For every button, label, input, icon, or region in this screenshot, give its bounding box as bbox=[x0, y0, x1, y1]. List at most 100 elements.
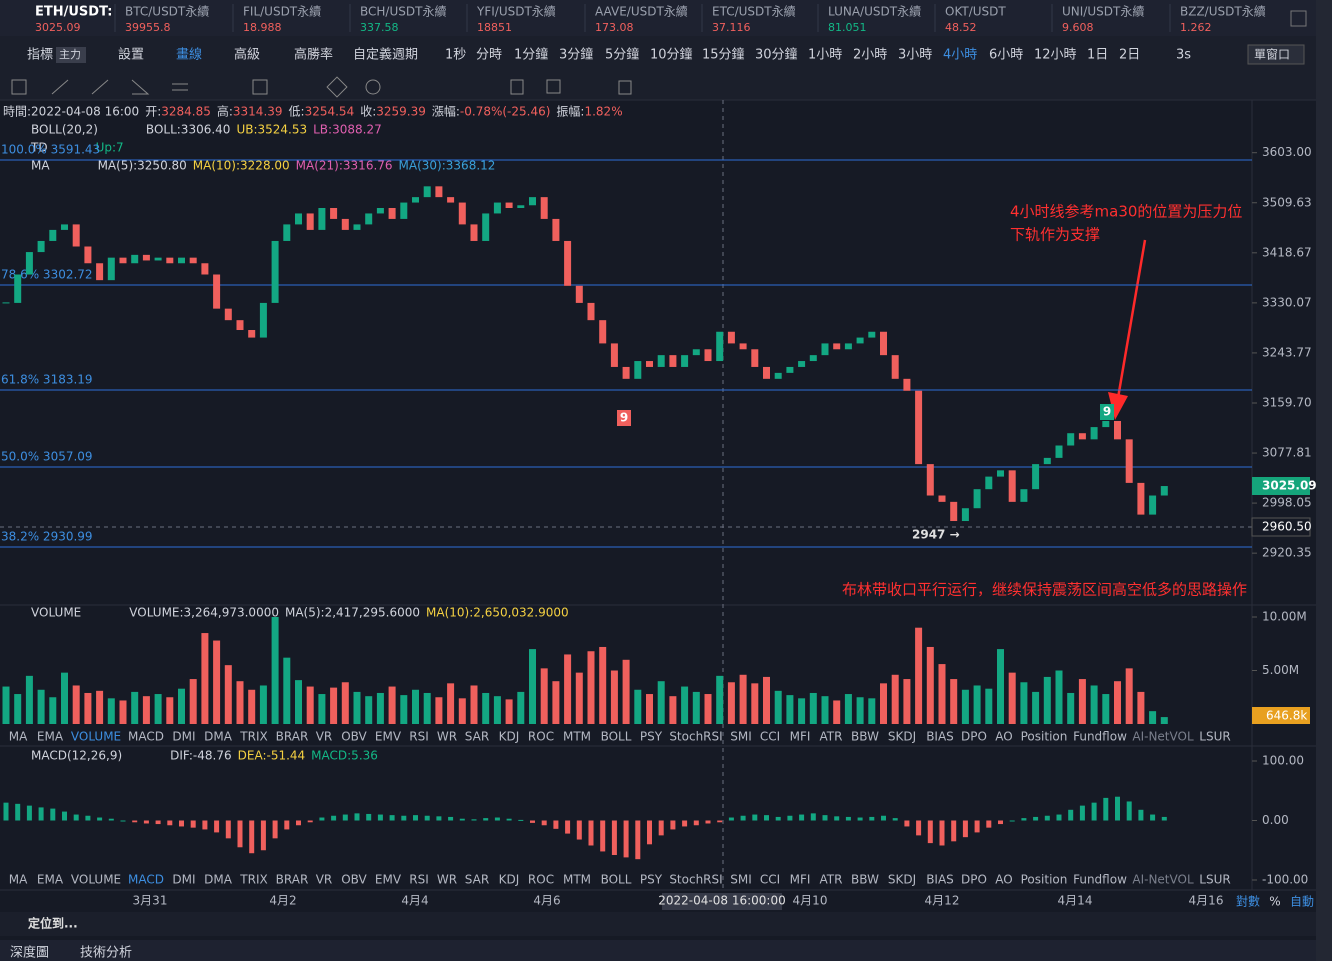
indicator-tab[interactable]: AI-NetVOL bbox=[1132, 873, 1194, 887]
indicator-tab[interactable]: VOLUME bbox=[71, 873, 121, 887]
indicator-tab[interactable]: SKDJ bbox=[888, 730, 916, 744]
indicator-tab[interactable]: DPO bbox=[961, 873, 987, 887]
interval[interactable]: 3小時 bbox=[898, 48, 932, 63]
tab[interactable]: 深度圖 bbox=[10, 945, 49, 961]
indicator-tab[interactable]: BIAS bbox=[926, 873, 954, 887]
indicator-tab[interactable]: ATR bbox=[820, 730, 843, 744]
indicator-tab[interactable]: EMA bbox=[37, 873, 64, 887]
interval[interactable]: 1秒 bbox=[445, 48, 466, 63]
ticker-symbol[interactable]: OKT/USDT bbox=[945, 5, 1006, 19]
indicator-tab[interactable]: RSI bbox=[409, 730, 429, 744]
tool-icon[interactable] bbox=[11, 79, 27, 95]
indicator-tab[interactable]: PSY bbox=[640, 873, 663, 887]
ticker-symbol[interactable]: ETH/USDT: bbox=[35, 5, 112, 20]
toolbar-item[interactable]: 高勝率 bbox=[294, 47, 333, 63]
indicator-tab[interactable]: MACD bbox=[128, 873, 164, 887]
tool-icon[interactable] bbox=[131, 79, 150, 95]
indicator-tab[interactable]: SAR bbox=[465, 873, 489, 887]
indicator-tab[interactable]: RSI bbox=[409, 873, 429, 887]
indicator-tab[interactable]: PSY bbox=[640, 730, 663, 744]
indicator-tab[interactable]: BOLL bbox=[601, 873, 632, 887]
indicator-tab[interactable]: MTM bbox=[563, 873, 591, 887]
indicator-tab[interactable]: EMV bbox=[375, 730, 402, 744]
indicator-tab[interactable]: DMA bbox=[204, 873, 233, 887]
toolbar-item[interactable]: 高級 bbox=[234, 47, 260, 63]
toolbar-item[interactable]: 主力 bbox=[59, 48, 81, 61]
ticker-symbol[interactable]: AAVE/USDT永續 bbox=[595, 4, 688, 19]
indicator-tab[interactable]: OBV bbox=[341, 730, 367, 744]
indicator-tab[interactable]: SAR bbox=[465, 730, 489, 744]
indicator-tab[interactable]: DMI bbox=[172, 730, 195, 744]
indicator-tab[interactable]: ATR bbox=[820, 873, 843, 887]
indicator-tab[interactable]: VOLUME bbox=[71, 730, 121, 744]
interval[interactable]: 4小時 bbox=[943, 48, 977, 63]
indicator-tab[interactable]: LSUR bbox=[1199, 730, 1230, 744]
indicator-tab[interactable]: BBW bbox=[851, 873, 879, 887]
indicator-tab[interactable]: Fundflow bbox=[1073, 730, 1127, 744]
ticker-symbol[interactable]: BTC/USDT永續 bbox=[125, 4, 209, 19]
toolbar-item[interactable]: 指標 bbox=[27, 48, 53, 63]
interval[interactable]: 2日 bbox=[1119, 48, 1140, 63]
ticker-symbol[interactable]: ETC/USDT永續 bbox=[712, 4, 796, 19]
window-mode[interactable]: 單窗口 bbox=[1254, 48, 1290, 62]
window-select[interactable] bbox=[1247, 44, 1305, 65]
interval[interactable]: 30分鐘 bbox=[755, 47, 798, 63]
indicator-tab[interactable]: ROC bbox=[528, 873, 554, 887]
indicator-tab[interactable]: MFI bbox=[790, 730, 811, 744]
toolbar-item[interactable]: 自定義週期 bbox=[353, 47, 418, 63]
ticker-symbol[interactable]: FIL/USDT永續 bbox=[243, 4, 321, 19]
interval[interactable]: 1日 bbox=[1087, 48, 1108, 63]
indicator-tab[interactable]: OBV bbox=[341, 873, 367, 887]
interval[interactable]: 1小時 bbox=[808, 48, 842, 63]
indicator-tab[interactable]: EMA bbox=[37, 730, 64, 744]
refresh[interactable]: 3s bbox=[1176, 48, 1191, 63]
indicator-tab[interactable]: DMI bbox=[172, 873, 195, 887]
indicator-tab[interactable]: BBW bbox=[851, 730, 879, 744]
indicator-tab[interactable]: ROC bbox=[528, 730, 554, 744]
indicator-tab[interactable]: MA bbox=[9, 873, 28, 887]
interval[interactable]: 分時 bbox=[476, 48, 502, 63]
indicator-tab[interactable]: MTM bbox=[563, 730, 591, 744]
axis-control[interactable]: % bbox=[1269, 895, 1280, 909]
indicator-tab[interactable]: WR bbox=[437, 873, 457, 887]
tool-icon[interactable] bbox=[91, 79, 109, 95]
tab[interactable]: 技術分析 bbox=[80, 946, 132, 961]
ticker-symbol[interactable]: BCH/USDT永續 bbox=[360, 4, 446, 19]
indicator-tab[interactable]: AI-NetVOL bbox=[1132, 730, 1194, 744]
ticker-symbol[interactable]: YFI/USDT永續 bbox=[476, 4, 556, 19]
tool-icon[interactable] bbox=[51, 79, 69, 95]
interval[interactable]: 10分鐘 bbox=[650, 47, 693, 63]
tool-icon[interactable] bbox=[618, 80, 632, 95]
indicator-tab[interactable]: MFI bbox=[790, 873, 811, 887]
indicator-tab[interactable]: Fundflow bbox=[1073, 873, 1127, 887]
indicator-tab[interactable]: SMI bbox=[730, 873, 752, 887]
indicator-tab[interactable]: AO bbox=[995, 873, 1012, 887]
interval[interactable]: 15分鐘 bbox=[702, 47, 745, 63]
indicator-tab[interactable]: Position bbox=[1021, 873, 1068, 887]
tool-icon[interactable] bbox=[326, 76, 348, 98]
indicator-tab[interactable]: BIAS bbox=[926, 730, 954, 744]
indicator-tab[interactable]: BRAR bbox=[276, 873, 309, 887]
indicator-tab[interactable]: SMI bbox=[730, 730, 752, 744]
indicator-tab[interactable]: KDJ bbox=[499, 730, 520, 744]
tool-icon[interactable] bbox=[252, 79, 268, 95]
tool-icon[interactable] bbox=[365, 79, 381, 95]
indicator-tab[interactable]: DPO bbox=[961, 730, 987, 744]
toolbar-item[interactable]: 設置 bbox=[118, 47, 144, 63]
interval[interactable]: 1分鐘 bbox=[514, 47, 548, 63]
indicator-tab[interactable]: CCI bbox=[760, 730, 780, 744]
ticker-symbol[interactable]: LUNA/USDT永續 bbox=[828, 4, 921, 19]
ticker-symbol[interactable]: UNI/USDT永續 bbox=[1062, 4, 1144, 19]
indicator-tab[interactable]: SKDJ bbox=[888, 873, 916, 887]
axis-control[interactable]: 自動 bbox=[1290, 895, 1314, 909]
locate[interactable]: 定位到... bbox=[28, 916, 78, 931]
interval[interactable]: 5分鐘 bbox=[605, 47, 639, 63]
toolbar-item[interactable]: 畫線 bbox=[176, 47, 202, 63]
indicator-tab[interactable]: MA bbox=[9, 730, 28, 744]
indicator-tab[interactable]: CCI bbox=[760, 873, 780, 887]
indicator-tab[interactable]: StochRSI bbox=[669, 873, 722, 887]
ticker-symbol[interactable]: BZZ/USDT永續 bbox=[1180, 4, 1266, 19]
indicator-tab[interactable]: BOLL bbox=[601, 730, 632, 744]
axis-control[interactable]: 對數 bbox=[1236, 895, 1260, 909]
indicator-tab[interactable]: BRAR bbox=[276, 730, 309, 744]
